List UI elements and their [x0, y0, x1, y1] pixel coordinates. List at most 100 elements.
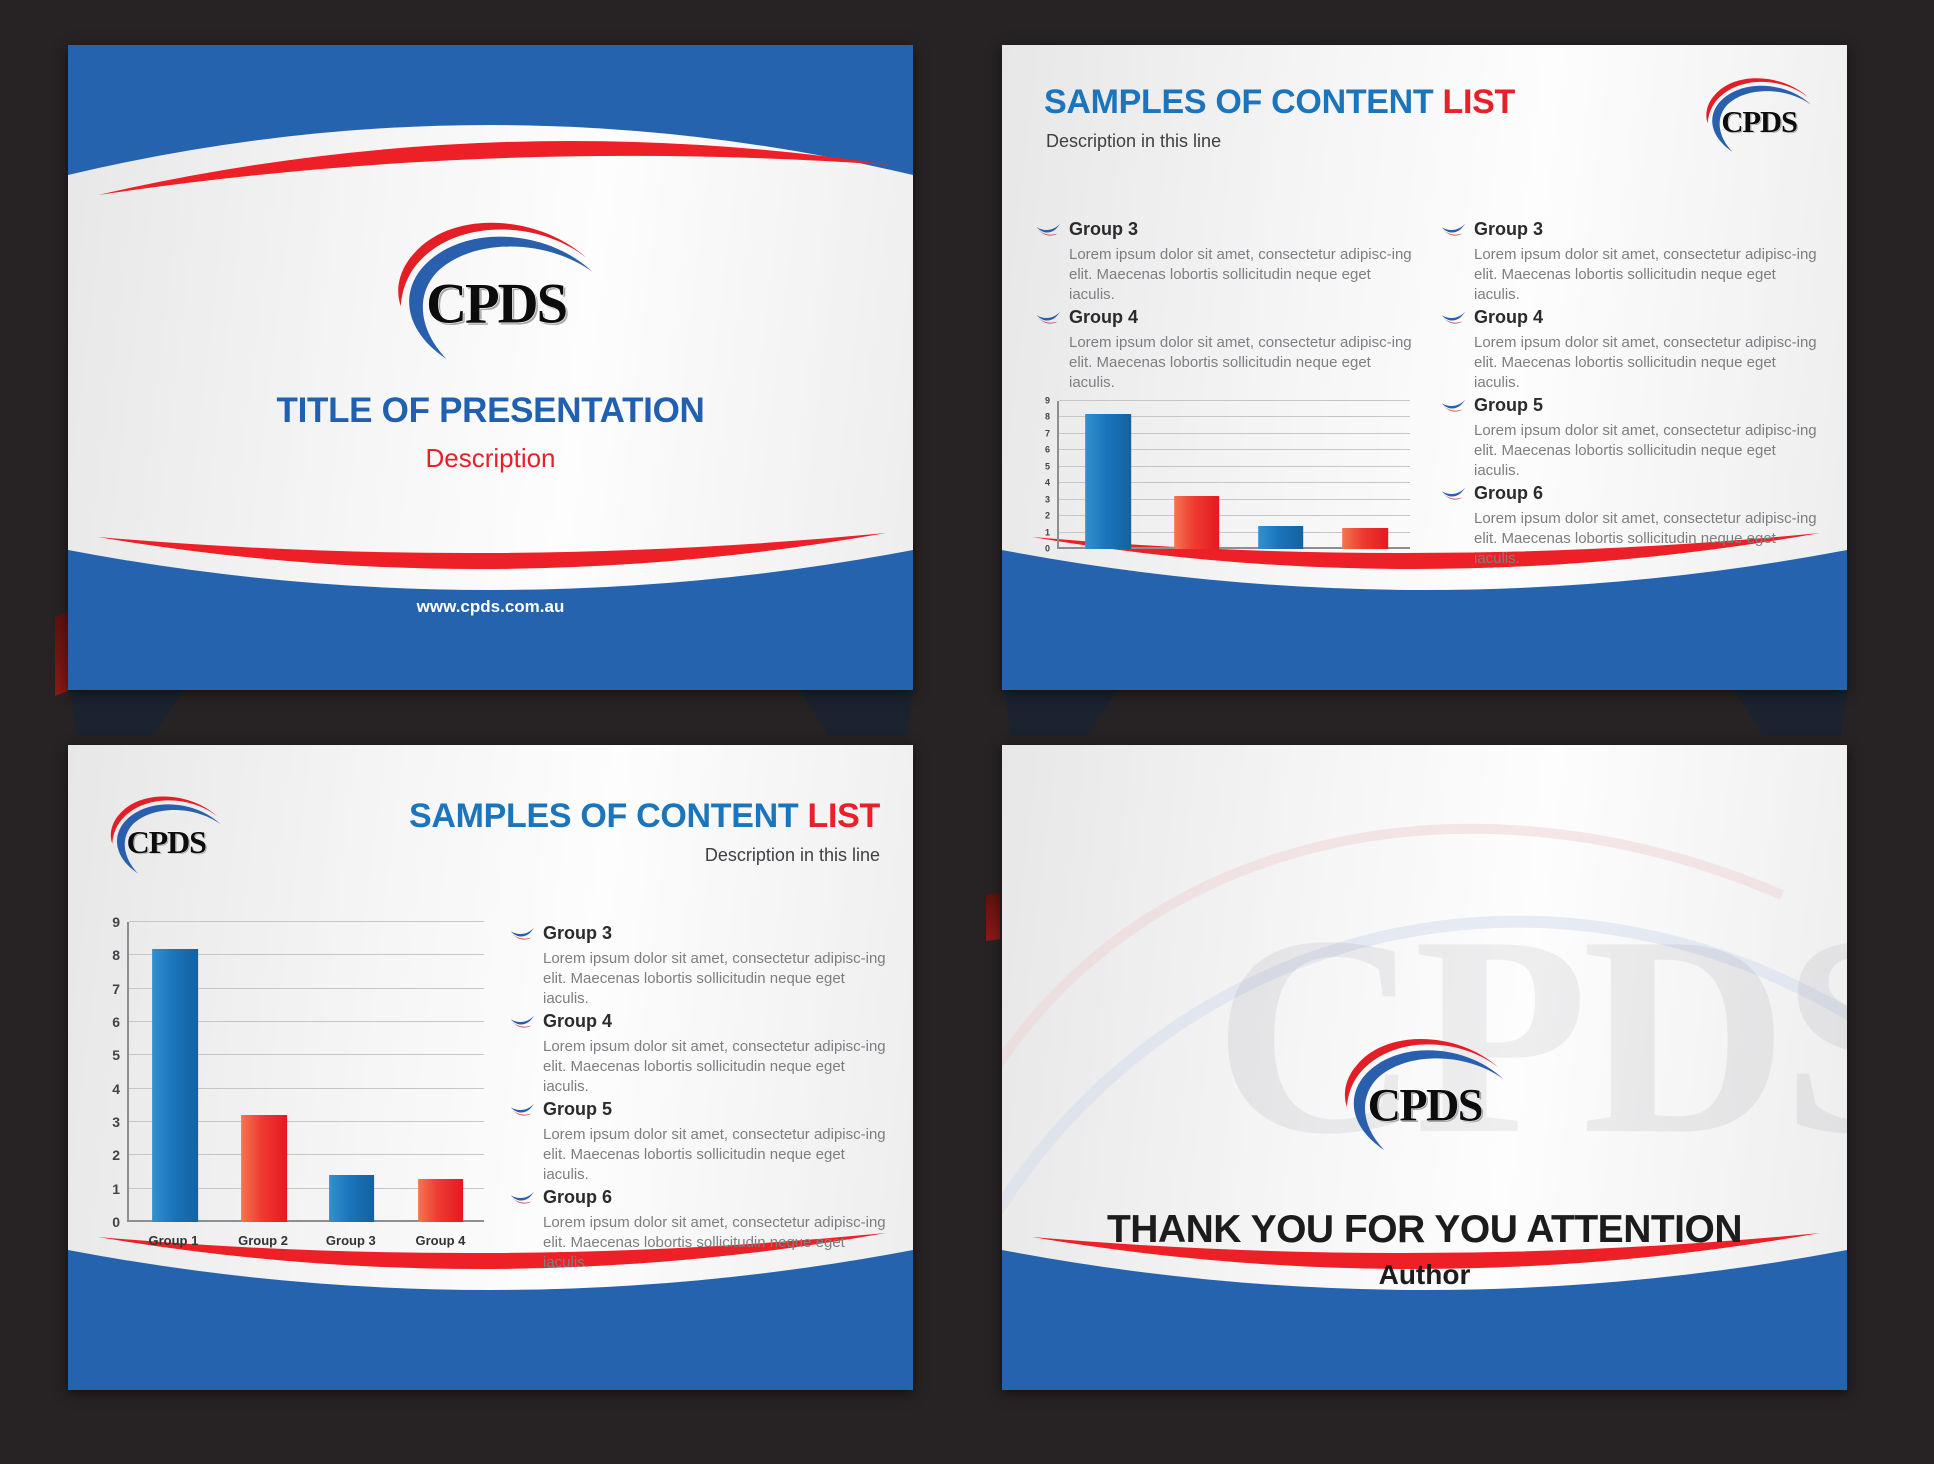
gridline [1059, 515, 1410, 517]
y-tick-label: 1 [1044, 527, 1050, 538]
bottom-red-swoosh [1032, 533, 1820, 570]
swoosh-bullet-icon [1440, 396, 1467, 414]
logo-text: CPDS [127, 824, 207, 860]
slide-subtitle: Description in this line [1046, 131, 1222, 151]
swoosh-bullet-icon [509, 924, 536, 942]
y-tick-label: 6 [1044, 444, 1050, 455]
swoosh-bullet-icon [1440, 220, 1467, 238]
bottom-red-swoosh [1032, 1233, 1820, 1270]
background-red-sliver [55, 612, 68, 696]
y-tick-label: 0 [112, 1214, 120, 1230]
list-item: Group 3 Lorem ipsum dolor sit amet, conse… [509, 923, 888, 1008]
swoosh-bullet-icon [509, 1188, 536, 1206]
list-item: Group 5 Lorem ipsum dolor sit amet, conse… [509, 1099, 888, 1184]
gridline [129, 954, 484, 956]
item-heading: Group 6 [543, 1187, 613, 1207]
item-body: Lorem ipsum dolor sit amet, consectetur … [1474, 510, 1817, 567]
slide-title-main: SAMPLES OF CONTENT [1044, 83, 1434, 121]
gridline [129, 1187, 484, 1189]
gridline [129, 1021, 484, 1022]
cpds-logo-graphic: CPDS CPDS [110, 796, 221, 874]
watermark-blue-arc [1002, 915, 1847, 1216]
gridline [1059, 400, 1410, 401]
swoosh-bullet-icon [1440, 484, 1467, 502]
item-body: Lorem ipsum dolor sit amet, consectetur … [1474, 246, 1817, 303]
y-tick-label: 3 [1044, 494, 1050, 505]
top-red-swoosh [98, 141, 890, 195]
slide-4-thank-you: CPDS CPDS CPDS THANK YOU FOR YOU ATTENTI… [1002, 745, 1847, 1390]
slide4-decoration [1002, 823, 1847, 1390]
logo-text: CPDS [1368, 1080, 1482, 1131]
y-tick-label: 5 [112, 1047, 120, 1064]
gridline [129, 921, 484, 922]
cpds-logo: CPDS CPDS [374, 213, 614, 365]
y-tick-label: 5 [1044, 461, 1050, 472]
item-heading: Group 4 [543, 1011, 613, 1031]
chart-bar [1342, 527, 1388, 549]
y-tick-label: 7 [1044, 428, 1050, 439]
slide2-decoration [1002, 533, 1847, 690]
bottom-blue-band [68, 550, 913, 690]
gridline [1059, 498, 1410, 500]
gridline [1059, 449, 1410, 451]
x-category-label: Group 3 [325, 1233, 376, 1248]
slide3-decoration [68, 1233, 913, 1390]
slide-1-title: CPDS CPDS TITLE OF PRESENTATION Descript… [68, 45, 913, 690]
list-item: Group 3 Lorem ipsum dolor sit amet, conse… [1440, 219, 1818, 304]
slide-stand-foot [800, 690, 913, 736]
bottom-red-swoosh [98, 533, 886, 570]
slide-stand-foot [70, 690, 183, 736]
slide-title-accent: LIST [1442, 83, 1516, 121]
slide-title: SAMPLES OF CONTENT LIST [1044, 83, 1515, 122]
chart-bar [328, 1175, 375, 1222]
list-item: Group 4 Lorem ipsum dolor sit amet, conse… [1035, 307, 1419, 392]
list-item: Group 6 Lorem ipsum dolor sit amet, conse… [509, 1187, 888, 1272]
y-tick-label: 1 [112, 1180, 120, 1197]
chart-bar [241, 1115, 288, 1222]
y-tick-label: 2 [1044, 510, 1050, 521]
top-blue-band [68, 45, 913, 175]
item-body: Lorem ipsum dolor sit amet, consectetur … [543, 1038, 886, 1095]
cpds-watermark: CPDS [1214, 877, 1847, 1193]
y-tick-label: 8 [1044, 411, 1050, 422]
presentation-subtitle: Description [425, 443, 556, 473]
cpds-logo: CPDS CPDS [104, 791, 226, 877]
list-item: Group 3 Lorem ipsum dolor sit amet, conse… [1035, 219, 1419, 304]
gridline [1059, 432, 1410, 434]
item-heading: Group 4 [1069, 307, 1139, 327]
bottom-blue-band [1002, 1250, 1847, 1390]
item-body: Lorem ipsum dolor sit amet, consectetur … [543, 1126, 886, 1183]
gridline [129, 1087, 484, 1089]
item-heading: Group 3 [1069, 219, 1139, 239]
chart-bar [1173, 496, 1220, 549]
thank-you-title: THANK YOU FOR YOU ATTENTION [1106, 1208, 1743, 1251]
background-red-sliver [986, 893, 1000, 941]
slide-subtitle: Description in this line [704, 845, 880, 865]
bottom-blue-band [1002, 550, 1847, 690]
chart-bar [1085, 414, 1131, 549]
cpds-logo: CPDS CPDS [1334, 1031, 1512, 1155]
cpds-logo-graphic: CPDS CPDS [398, 222, 593, 359]
chart-bar [152, 948, 199, 1222]
item-body: Lorem ipsum dolor sit amet, consectetur … [543, 950, 886, 1007]
gridline [129, 1154, 484, 1156]
x-category-label: Group 1 [148, 1233, 199, 1248]
bar-chart-small: 9 8 7 6 5 4 3 2 1 0 [1036, 395, 1412, 553]
slide-title-main: SAMPLES OF CONTENT [408, 797, 799, 835]
y-tick-label: 2 [112, 1147, 120, 1164]
bottom-blue-band [68, 1250, 913, 1390]
bar-chart-large: 9 8 7 6 5 4 3 2 1 0 Group 1 Group 2 Group 3 Group 4 [96, 915, 488, 1253]
chart-bar [1258, 525, 1304, 549]
gridline [1059, 465, 1410, 467]
slide1-decoration [68, 45, 913, 690]
item-heading: Group 6 [1474, 483, 1544, 503]
logo-text-shadow: CPDS [128, 825, 208, 861]
item-heading: Group 3 [543, 923, 613, 943]
slide-title: SAMPLES OF CONTENT LIST [368, 797, 880, 836]
item-body: Lorem ipsum dolor sit amet, consectetur … [1474, 422, 1817, 479]
list-item: Group 4 Lorem ipsum dolor sit amet, conse… [1440, 307, 1818, 392]
logo-text-shadow: CPDS [428, 274, 569, 337]
item-heading: Group 4 [1474, 307, 1544, 327]
chart-plot [1057, 400, 1410, 549]
y-tick-label: 0 [1044, 543, 1050, 554]
